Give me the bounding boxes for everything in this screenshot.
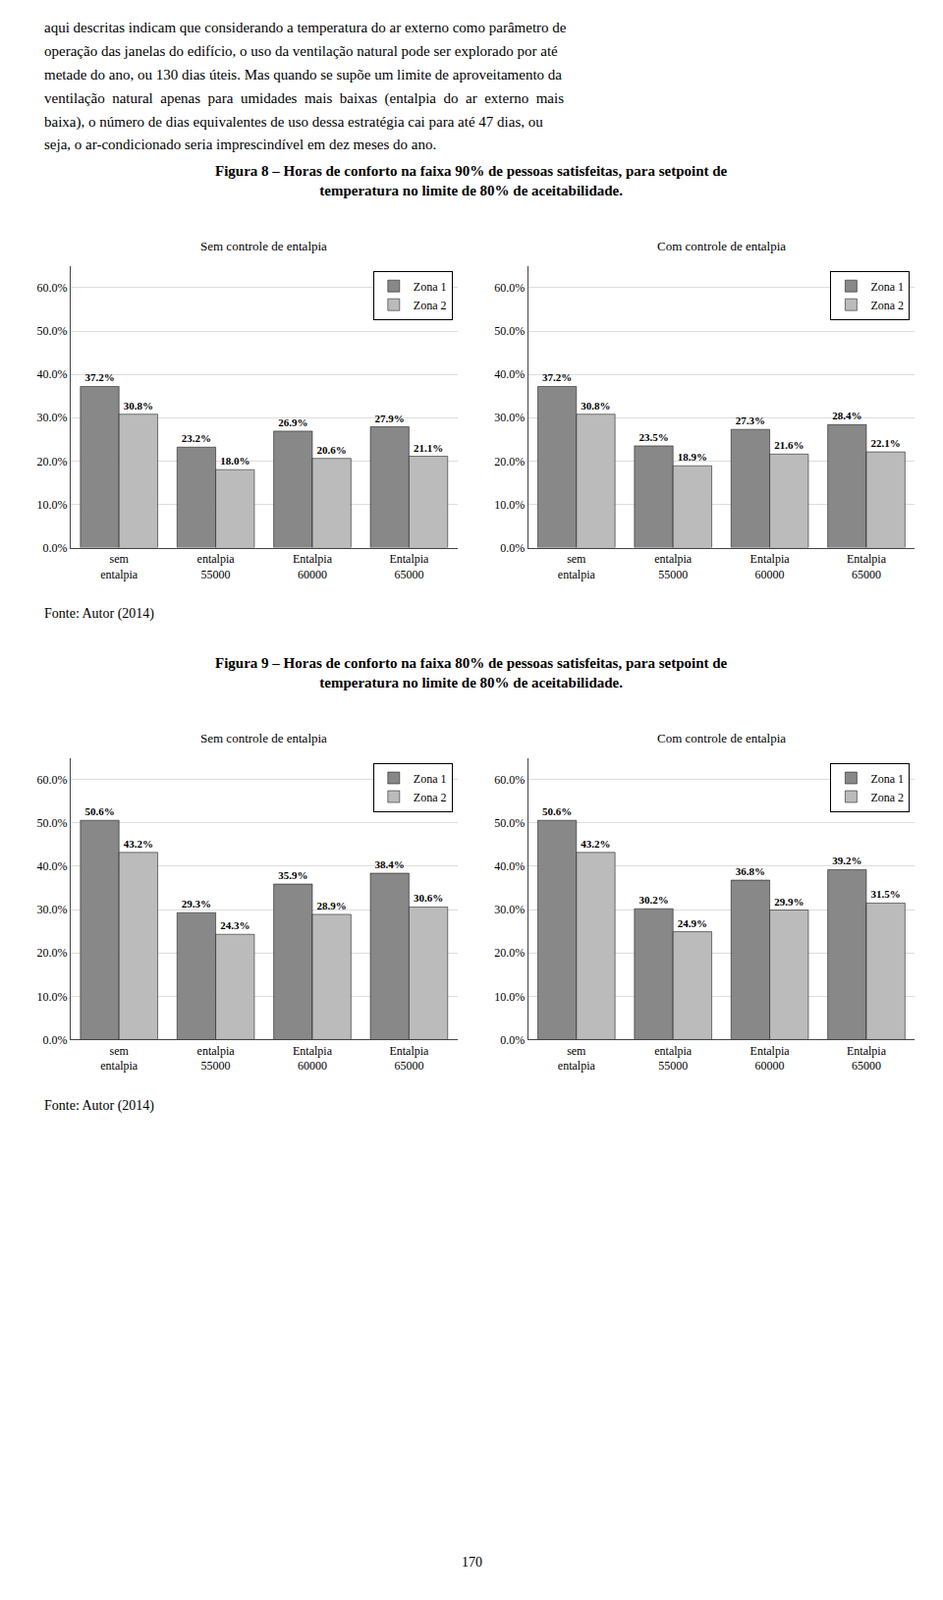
svg-text:20.0%: 20.0% [494,945,525,960]
svg-text:50.0%: 50.0% [37,324,68,338]
svg-text:26.9%: 26.9% [277,416,308,429]
svg-text:21.6%: 21.6% [774,439,804,451]
svg-text:Sem controle de entalpia: Sem controle de entalpia [200,730,328,746]
svg-text:baixa), o número de dias equiv: baixa), o número de dias equivalentes de… [44,113,544,131]
svg-text:43.2%: 43.2% [123,837,154,850]
svg-text:entalpia55000: entalpia55000 [197,1044,236,1074]
svg-text:30.8%: 30.8% [123,399,154,412]
svg-text:24.3%: 24.3% [220,919,250,932]
svg-text:10.0%: 10.0% [37,990,68,1004]
svg-text:Entalpia65000: Entalpia65000 [846,1044,888,1074]
svg-text:40.0%: 40.0% [37,859,68,874]
svg-text:29.9%: 29.9% [774,895,804,908]
svg-text:Sem controle de entalpia: Sem controle de entalpia [200,238,328,254]
svg-text:60.0%: 60.0% [37,280,68,295]
svg-text:20.0%: 20.0% [37,454,68,469]
svg-text:50.6%: 50.6% [84,805,114,818]
svg-text:0.0%: 0.0% [43,541,68,555]
svg-text:170: 170 [461,1554,483,1570]
svg-text:Zona 2: Zona 2 [870,298,904,313]
svg-text:entalpia55000: entalpia55000 [197,552,236,582]
svg-text:30.0%: 30.0% [37,410,68,425]
svg-text:27.3%: 27.3% [735,414,766,427]
svg-text:50.0%: 50.0% [494,816,525,831]
svg-text:Figura 9 – Horas de conforto n: Figura 9 – Horas de conforto na faixa 80… [215,655,728,691]
svg-text:0.0%: 0.0% [43,1033,68,1048]
svg-text:Entalpia65000: Entalpia65000 [388,552,430,582]
svg-text:40.0%: 40.0% [37,367,68,382]
svg-text:30.6%: 30.6% [413,891,444,904]
svg-text:18.9%: 18.9% [677,450,708,463]
svg-text:30.0%: 30.0% [37,902,68,917]
svg-text:sementalpia: sementalpia [557,1044,597,1074]
svg-text:entalpia55000: entalpia55000 [654,552,693,582]
svg-text:23.2%: 23.2% [181,432,212,444]
svg-text:20.0%: 20.0% [37,945,68,960]
svg-text:Zona 1: Zona 1 [870,279,904,294]
svg-text:29.3%: 29.3% [181,897,212,910]
svg-text:36.8%: 36.8% [735,865,766,878]
svg-text:28.4%: 28.4% [832,409,862,422]
svg-text:20.0%: 20.0% [494,454,525,469]
svg-text:40.0%: 40.0% [494,367,525,382]
svg-text:38.4%: 38.4% [375,858,405,871]
svg-text:50.0%: 50.0% [494,324,525,338]
svg-text:sementalpia: sementalpia [557,552,597,582]
svg-text:Fonte: Autor (2014): Fonte: Autor (2014) [44,1098,155,1114]
svg-text:39.2%: 39.2% [832,854,862,867]
svg-text:Entalpia65000: Entalpia65000 [846,552,888,582]
svg-text:37.2%: 37.2% [542,371,572,384]
svg-text:Zona 2: Zona 2 [413,298,447,313]
svg-text:43.2%: 43.2% [580,837,611,850]
svg-text:60.0%: 60.0% [494,280,525,295]
svg-text:0.0%: 0.0% [499,1033,525,1048]
svg-text:ventilação natural apenas p: ventilação natural apenas para umidades … [44,90,564,108]
svg-text:Zona 2: Zona 2 [870,790,904,805]
svg-text:entalpia55000: entalpia55000 [654,1044,693,1074]
svg-text:40.0%: 40.0% [494,859,525,874]
svg-text:Figura 8 – Horas de conforto n: Figura 8 – Horas de conforto na faixa 90… [215,163,728,199]
svg-text:10.0%: 10.0% [494,498,525,512]
svg-text:Com controle de entalpia: Com controle de entalpia [657,238,786,254]
svg-text:sementalpia: sementalpia [100,1044,139,1074]
svg-text:30.8%: 30.8% [580,399,611,412]
svg-text:Zona 1: Zona 1 [413,772,447,786]
svg-text:30.0%: 30.0% [494,410,525,425]
svg-text:35.9%: 35.9% [277,869,308,882]
svg-text:27.9%: 27.9% [375,412,405,425]
svg-text:Fonte: Autor (2014): Fonte: Autor (2014) [44,606,155,622]
svg-text:60.0%: 60.0% [494,773,525,787]
svg-text:Entalpia65000: Entalpia65000 [388,1044,430,1074]
svg-text:31.5%: 31.5% [871,887,901,900]
svg-text:21.1%: 21.1% [413,442,444,454]
svg-text:metade do ano, ou 130 dias úte: metade do ano, ou 130 dias úteis. Mas qu… [44,66,562,83]
svg-text:Zona 2: Zona 2 [413,790,447,805]
svg-text:30.2%: 30.2% [638,893,668,906]
svg-text:Zona 1: Zona 1 [413,279,447,294]
svg-text:Entalpia60000: Entalpia60000 [292,552,333,582]
svg-text:18.0%: 18.0% [220,454,250,467]
svg-text:22.1%: 22.1% [871,437,901,449]
svg-text:seja, o ar-condicionado seria: seja, o ar-condicionado seria imprescind… [44,136,437,153]
svg-text:20.6%: 20.6% [317,443,347,456]
svg-text:10.0%: 10.0% [494,990,525,1004]
svg-text:50.6%: 50.6% [542,805,572,818]
svg-text:50.0%: 50.0% [37,816,68,831]
svg-text:Entalpia60000: Entalpia60000 [292,1044,333,1074]
svg-text:28.9%: 28.9% [317,899,347,912]
svg-text:37.2%: 37.2% [84,371,114,384]
svg-text:60.0%: 60.0% [37,773,68,787]
svg-text:10.0%: 10.0% [37,498,68,512]
svg-text:Zona 1: Zona 1 [870,772,904,786]
svg-text:sementalpia: sementalpia [100,552,139,582]
svg-text:Entalpia60000: Entalpia60000 [750,1044,791,1074]
svg-text:24.9%: 24.9% [677,917,708,930]
svg-text:0.0%: 0.0% [499,541,525,555]
svg-text:aqui descritas indicam que con: aqui descritas indicam que considerando … [44,19,567,36]
svg-text:30.0%: 30.0% [494,902,525,917]
svg-text:23.5%: 23.5% [638,431,668,444]
svg-text:Com controle de entalpia: Com controle de entalpia [657,730,786,746]
svg-text:operação das janelas do edifíc: operação das janelas do edifício, o uso … [44,43,558,59]
svg-text:Entalpia60000: Entalpia60000 [750,552,791,582]
